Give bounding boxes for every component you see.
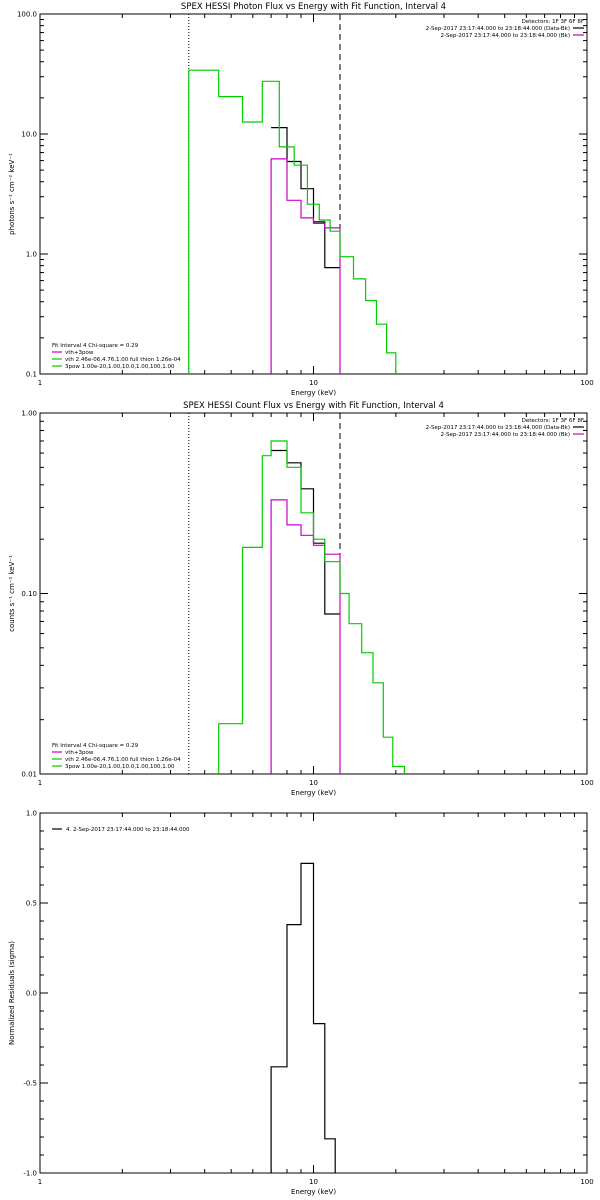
plot-frame [39, 412, 588, 775]
series-line-1 [271, 449, 340, 615]
legend-item-label: 2-Sep-2017 23:17:44.000 to 23:18:44.000 … [426, 425, 570, 431]
series-line-3 [218, 440, 405, 774]
series-line-1 [271, 126, 340, 269]
x-tick-label: 1 [38, 1178, 42, 1186]
y-tick-label: -0.5 [23, 1080, 37, 1088]
legend-header: Detectors: 1F 3F 6F 8F [522, 418, 584, 424]
y-tick-label: 10.0 [21, 131, 37, 139]
x-axis-label: Energy (keV) [291, 389, 336, 397]
y-tick-label: 1.00 [21, 410, 37, 418]
chart-panel-1: 1 10 100 0.1 1.0 10.0 100.0 SPEX HESSI Photon F… [8, 2, 594, 397]
x-tick-label: 1 [38, 779, 42, 787]
x-axis-label: Energy (keV) [291, 1188, 336, 1196]
legend-item-label: vth+3pow [65, 350, 94, 356]
y-tick-label: 1.0 [26, 810, 37, 818]
chart-panel-3: 1 10 100 -1.0 -0.5 0.0 0.5 1.0 Energy (keV) Norma… [8, 810, 594, 1197]
x-tick-label: 100 [580, 779, 593, 787]
series-line-2 [270, 158, 341, 374]
legend-item-label: 3pow 1.00e-20,1.00,10.0,1.00,100,1.00 [65, 764, 175, 770]
y-tick-label: 100.0 [17, 11, 37, 19]
legend-item-label: vth 2.46e-06,4.76,1.00 full thion 1.26e-… [65, 357, 181, 363]
series-line-2 [270, 499, 341, 774]
y-axis-label: Normalized Residuals (sigma) [8, 941, 16, 1045]
legend-item-label: 3pow 1.00e-20,1.00,10.0,1.00,100,1.00 [65, 364, 175, 370]
chart-panel-2: 1 10 100 0.01 0.10 1.00 SPEX HESSI Count Flux … [8, 401, 594, 797]
y-tick-label: 0.10 [21, 590, 37, 598]
x-tick-label: 10 [309, 1178, 318, 1186]
y-tick-label: 0.01 [21, 771, 37, 779]
fit-info-header: Fit Interval 4 Chi-square = 0.29 [52, 743, 139, 749]
legend-item-label: vth+3pow [65, 750, 94, 756]
x-tick-label: 1 [38, 379, 42, 387]
y-tick-label: 0.5 [26, 900, 37, 908]
y-axis-label: photons s⁻¹ cm⁻² keV⁻¹ [8, 153, 16, 235]
legend-header: Detectors: 1F 3F 6F 8F [522, 19, 584, 25]
fit-info-header: Fit Interval 4 Chi-square = 0.29 [52, 343, 139, 349]
y-axis-label: counts s⁻¹ cm⁻² keV⁻¹ [8, 555, 16, 632]
x-tick-label: 100 [580, 1178, 593, 1186]
legend-item-label: 2-Sep-2017 23:17:44.000 to 23:18:44.000 … [426, 26, 570, 32]
y-tick-label: -1.0 [23, 1170, 37, 1178]
legend-item-label: vth 2.46e-06,4.76,1.00 full thion 1.26e-… [65, 757, 181, 763]
legend-item-label: 2-Sep-2017 23:17:44.000 to 23:18:44.000 … [441, 432, 571, 438]
legend-item-label: 4. 2-Sep-2017 23:17:44.000 to 23:18:44.0… [66, 827, 190, 833]
y-tick-label: 0.1 [26, 371, 37, 379]
legend-item-label: 2-Sep-2017 23:17:44.000 to 23:18:44.000 … [441, 33, 571, 39]
chart-title: SPEX HESSI Count Flux vs Energy with Fit… [183, 401, 444, 411]
series-line-1 [270, 862, 336, 1173]
series-line-3 [188, 69, 397, 374]
y-tick-label: 1.0 [26, 251, 37, 259]
x-tick-label: 10 [309, 379, 318, 387]
y-tick-label: 0.0 [26, 990, 37, 998]
chart-title: SPEX HESSI Photon Flux vs Energy with Fi… [181, 2, 446, 12]
x-tick-label: 100 [580, 379, 593, 387]
x-axis-label: Energy (keV) [291, 789, 336, 797]
x-tick-label: 10 [309, 779, 318, 787]
